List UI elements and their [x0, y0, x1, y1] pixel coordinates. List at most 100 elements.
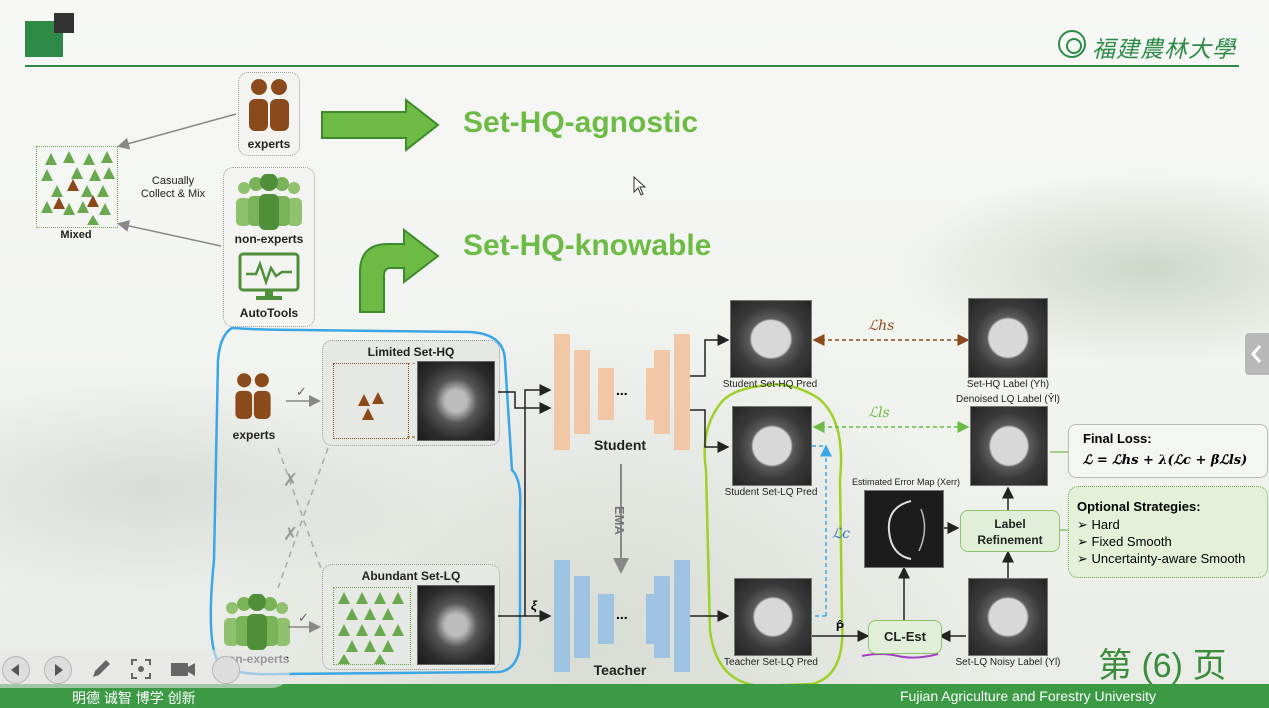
footer-bar: 明德 诚智 博学 创新 Fujian Agriculture and Fores… — [0, 684, 1269, 708]
mixed-box — [36, 146, 118, 228]
denoised-label-text: Denoised LQ Label (Ŷl) — [956, 394, 1060, 405]
experts-label-bottom: experts — [232, 428, 276, 442]
student-label: Student — [593, 437, 647, 453]
p-hat-label: P̂ — [836, 620, 845, 634]
pen-button[interactable] — [88, 656, 114, 682]
mouse-cursor-icon — [633, 176, 647, 196]
corner-logo — [25, 13, 75, 57]
abundant-set-lq-box: Abundant Set-LQ — [322, 564, 500, 670]
casually-label: Casually — [151, 175, 195, 187]
noisy-label-image — [968, 578, 1048, 656]
arrow-right-icon — [321, 98, 440, 152]
set-hq-label-text: Set-HQ Label (Yh) — [966, 379, 1050, 390]
teacher-dots: ... — [616, 606, 628, 622]
optional-strategies-title: Optional Strategies: — [1077, 499, 1201, 514]
optional-strategies-box: Optional Strategies: ➢ Hard ➢ Fixed Smoo… — [1068, 486, 1268, 578]
cl-est-box: CL-Est — [868, 620, 942, 654]
experts-box: experts — [238, 72, 300, 156]
teacher-lq-pred-image — [734, 578, 812, 656]
zoom-lines — [407, 363, 417, 438]
loss-c-label: ℒc — [832, 526, 850, 542]
prev-icon — [11, 664, 19, 676]
pen-icon — [93, 660, 110, 677]
label-refinement-box: Label Refinement — [960, 510, 1060, 552]
check-arrows — [286, 395, 321, 633]
teacher-network: ... — [550, 560, 690, 678]
camera-button[interactable] — [168, 656, 198, 682]
set-hq-label-image — [968, 298, 1048, 378]
next-slide-handle[interactable] — [1245, 333, 1269, 375]
cl-est-label: CL-Est — [884, 629, 926, 644]
abundant-set-lq-triangles — [333, 587, 411, 665]
student-lq-pred-image — [732, 406, 812, 486]
label-refinement-line2: Refinement — [977, 533, 1043, 547]
non-experts-icon — [236, 174, 302, 230]
collect-mix-label: Collect & Mix — [140, 188, 206, 200]
check-mark-2: ✓ — [298, 610, 309, 625]
footer-university-name: Fujian Agriculture and Forestry Universi… — [900, 688, 1156, 704]
autotools-label: AutoTools — [239, 306, 299, 320]
cross-mark-1: ✗ — [283, 470, 299, 490]
experts-label-top: experts — [247, 137, 291, 151]
check-mark-1: ✓ — [296, 384, 307, 399]
limited-set-hq-box: Limited Set-HQ — [322, 340, 500, 446]
final-loss-title: Final Loss: — [1083, 431, 1152, 446]
camera-icon — [171, 663, 195, 676]
university-logo-text: 福建農林大學 — [1092, 37, 1236, 63]
nonexperts-autotools-box: non-experts AutoTools — [223, 167, 315, 327]
noisy-label-text: Set-LQ Noisy Label (Yl) — [955, 657, 1061, 668]
ema-label: EMA — [612, 506, 627, 535]
cross-mark-2: ✗ — [283, 524, 299, 544]
abundant-set-lq-title: Abundant Set-LQ — [361, 569, 461, 583]
monitor-icon — [238, 252, 300, 300]
seal-icon — [1058, 30, 1086, 58]
experts-icon-bottom — [235, 373, 271, 419]
label-refinement-line1: Label — [994, 517, 1026, 531]
headline-knowable: Set-HQ-knowable — [463, 229, 712, 262]
limited-set-hq-title: Limited Set-HQ — [367, 345, 455, 359]
loss-ls-label: ℒls — [868, 405, 890, 421]
next-icon — [55, 664, 63, 676]
student-network: ... — [550, 334, 690, 454]
focus-button[interactable] — [128, 656, 154, 682]
chevron-left-icon — [1251, 345, 1262, 363]
abundant-set-lq-image — [417, 585, 495, 665]
denoised-label-image — [970, 406, 1048, 486]
footer-motto: 明德 诚智 博学 创新 — [72, 690, 196, 706]
arrow-turn-icon — [359, 228, 440, 313]
experts-icon — [249, 79, 289, 131]
student-lq-pred-label: Student Set-LQ Pred — [724, 487, 818, 498]
strategy-fixed-smooth: ➢ Fixed Smooth — [1077, 534, 1172, 549]
non-experts-icon-bottom — [224, 594, 290, 650]
final-loss-equation: ℒ = ℒhs + λ(ℒc + βℒls) — [1083, 453, 1248, 468]
more-button[interactable] — [212, 656, 240, 684]
mixed-triangles-icon — [41, 151, 115, 225]
page-number: 第 (6) 页 — [1098, 647, 1227, 685]
top-left-connectors — [117, 113, 237, 247]
student-hq-pred-label: Student Set-HQ Pred — [722, 379, 818, 390]
strategy-uncertainty-smooth: ➢ Uncertainty-aware Smooth — [1077, 551, 1246, 566]
error-map-label: Estimated Error Map (Xerr) — [851, 477, 961, 487]
student-dots: ... — [616, 382, 628, 398]
xi-label: ξ — [531, 598, 537, 613]
prev-button[interactable] — [2, 656, 30, 684]
loss-hs-label: ℒhs — [868, 318, 895, 334]
limited-set-hq-triangles — [333, 363, 409, 439]
header-divider — [25, 65, 1239, 67]
final-loss-box: Final Loss: ℒ = ℒhs + λ(ℒc + βℒls) — [1068, 424, 1268, 478]
headline-agnostic: Set-HQ-agnostic — [463, 106, 699, 139]
error-map-image — [864, 490, 944, 568]
teacher-lq-pred-label: Teacher Set-LQ Pred — [724, 657, 818, 668]
next-button[interactable] — [44, 656, 72, 684]
crossed-dashed-links — [277, 447, 329, 589]
university-logo: 福建農林大學 — [1058, 30, 1238, 63]
limited-set-hq-image — [417, 361, 495, 441]
focus-icon — [131, 659, 151, 679]
student-hq-pred-image — [730, 300, 812, 378]
teacher-label: Teacher — [593, 662, 647, 678]
mixed-label: Mixed — [60, 229, 92, 241]
non-experts-label-top: non-experts — [234, 232, 304, 246]
strategy-hard: ➢ Hard — [1077, 517, 1120, 532]
